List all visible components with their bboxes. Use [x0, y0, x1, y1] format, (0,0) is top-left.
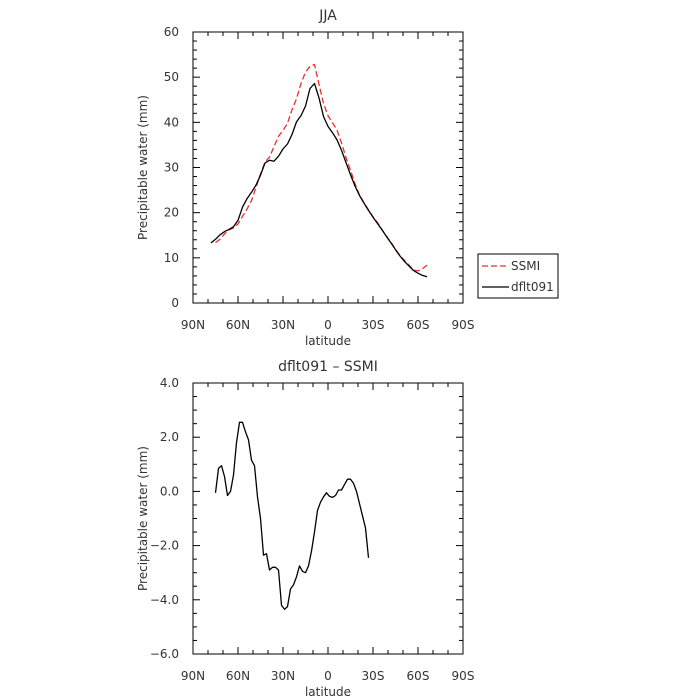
chart-difference: 90N 60N 30N 0 30S 60S 90S −6.0 −4.0 −2.0 0.0 2.0 4.0…: [136, 359, 474, 699]
x-tick-label: 60S: [407, 669, 430, 683]
y-tick-label: 0.0: [160, 484, 179, 498]
x-tick-label: 60N: [226, 669, 250, 683]
series-line-dflt091: [210, 82, 428, 278]
y-tick-label: −6.0: [150, 647, 179, 661]
x-tick-label: 90S: [452, 318, 475, 332]
x-tick-label: 90N: [181, 669, 205, 683]
x-tick-label: 0: [324, 669, 332, 683]
series-line-difference: [214, 421, 370, 610]
legend-label: dflt091: [511, 280, 554, 294]
y-tick-label: 20: [164, 206, 179, 220]
x-tick-label: 30S: [362, 318, 385, 332]
y-tick-label: 30: [164, 161, 179, 175]
x-axis-label: latitude: [305, 334, 351, 348]
plot-frame: [192, 382, 464, 655]
chart-jja: 90N 60N 30N 0 30S 60S 90S 0 10 20 30 40 50 60 JJA latit…: [136, 8, 474, 348]
x-tick-label: 90N: [181, 318, 205, 332]
x-tick-label: 30S: [362, 669, 385, 683]
chart-title: dflt091 – SSMI: [278, 359, 378, 375]
x-tick-label: 0: [324, 318, 332, 332]
legend-label: SSMI: [511, 259, 540, 273]
y-tick-label: 60: [164, 25, 179, 39]
x-axis-label: latitude: [305, 685, 351, 699]
series-line-ssmi: [215, 63, 428, 272]
y-axis-label: Precipitable water (mm): [136, 95, 150, 240]
y-tick-label: 4.0: [160, 376, 179, 390]
legend: SSMI dflt091: [477, 253, 559, 299]
y-tick-label: 10: [164, 251, 179, 265]
y-tick-label: 0: [171, 296, 179, 310]
x-tick-label: 60N: [226, 318, 250, 332]
legend-box: [477, 253, 559, 299]
y-tick-label: 50: [164, 70, 179, 84]
y-tick-label: −2.0: [150, 539, 179, 553]
x-tick-label: 30N: [271, 669, 295, 683]
y-tick-label: 40: [164, 115, 179, 129]
y-axis-label: Precipitable water (mm): [136, 446, 150, 591]
chart-title: JJA: [318, 8, 337, 24]
y-tick-label: −4.0: [150, 593, 179, 607]
y-tick-label: 2.0: [160, 430, 179, 444]
x-tick-label: 90S: [452, 669, 475, 683]
plot-frame: [192, 31, 464, 304]
x-tick-label: 60S: [407, 318, 430, 332]
x-tick-label: 30N: [271, 318, 295, 332]
